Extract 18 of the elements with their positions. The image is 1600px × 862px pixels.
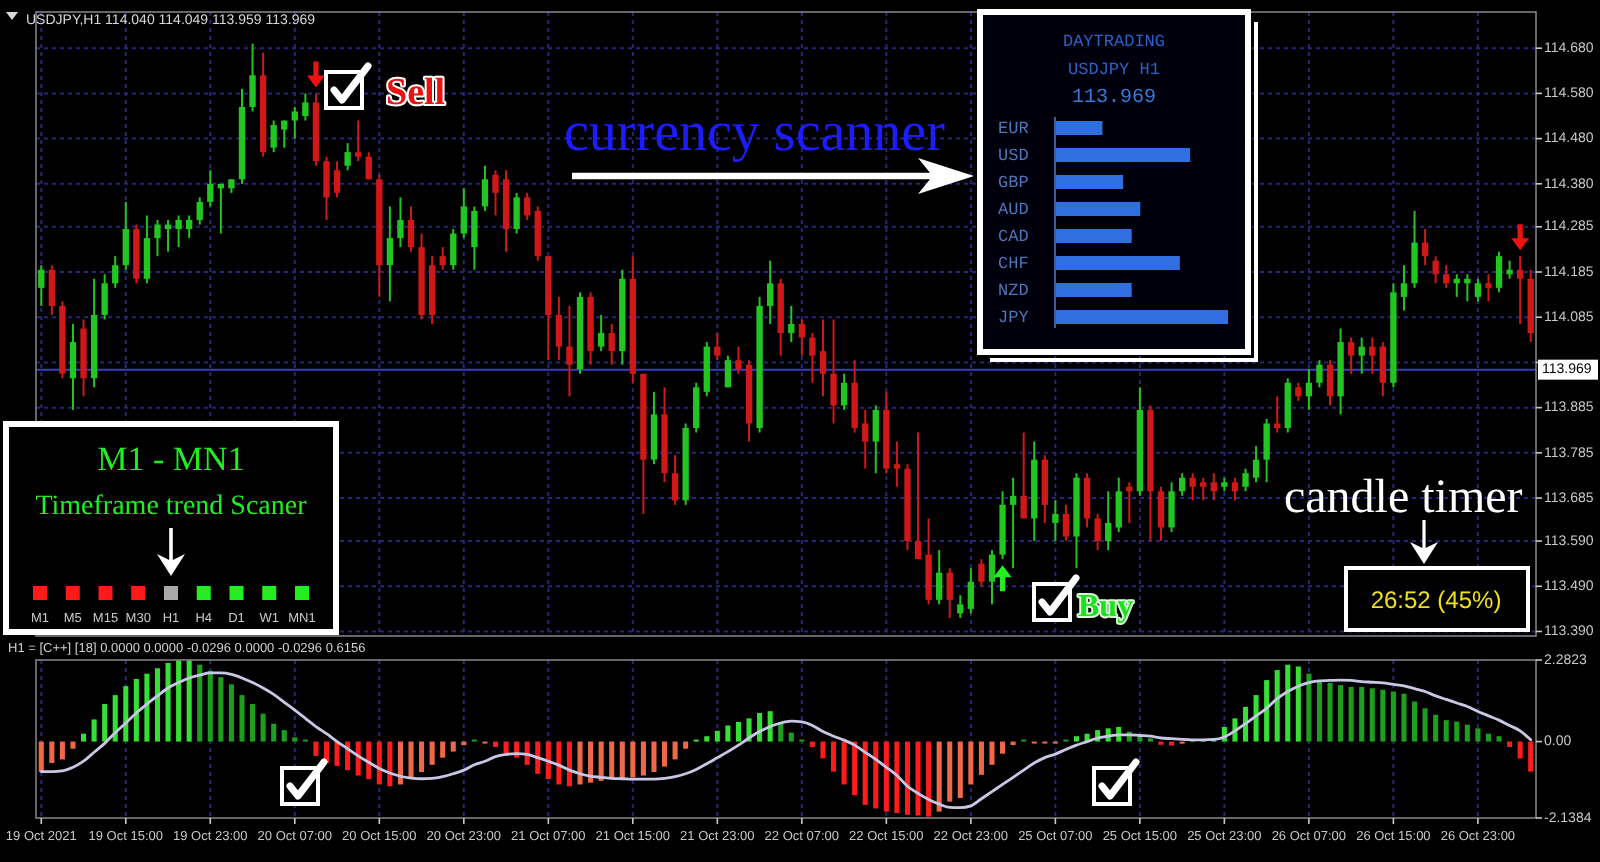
- annotation: Sell: [386, 72, 446, 114]
- annotation: currency scanner: [564, 102, 947, 164]
- annotation: candle timer: [1284, 472, 1523, 524]
- text: Timeframe trend Scaner: [35, 492, 308, 522]
- annotation: Buy: [1078, 590, 1134, 624]
- y-tick-label: GBP: [998, 172, 1029, 193]
- annotation: 113.969: [1071, 88, 1157, 110]
- y-tick-label: JPY: [998, 307, 1029, 328]
- y-tick-label: CHF: [998, 253, 1029, 274]
- y-tick-label: AUD: [998, 199, 1029, 220]
- y-tick-label: USD: [998, 145, 1029, 166]
- y-tick-label: CAD: [998, 226, 1029, 247]
- y-tick-label: NZD: [998, 280, 1029, 301]
- chart-title: DAYTRADING: [1062, 32, 1166, 52]
- annotation: 26:52 (45%): [1370, 586, 1502, 614]
- text: M1 - MN1: [97, 440, 245, 478]
- y-tick-label: EUR: [998, 118, 1029, 139]
- chart-subtitle: USDJPY H1: [1068, 60, 1160, 80]
